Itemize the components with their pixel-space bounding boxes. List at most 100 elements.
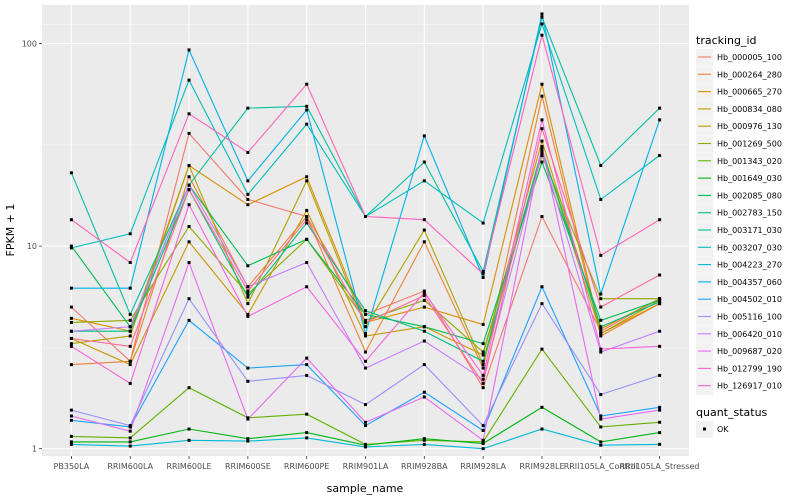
data-point: [128, 286, 132, 290]
data-point: [540, 150, 544, 154]
data-point: [246, 439, 250, 443]
legend-label: Hb_000834_080: [717, 105, 782, 114]
data-point: [364, 443, 367, 447]
data-point: [658, 420, 662, 424]
data-point: [246, 302, 250, 306]
data-point: [128, 325, 132, 329]
data-point: [128, 363, 132, 367]
data-point: [658, 106, 662, 110]
data-point: [540, 154, 544, 158]
data-point: [69, 286, 73, 290]
data-point: [246, 203, 250, 207]
data-point: [128, 359, 132, 363]
data-point: [599, 292, 603, 296]
data-point: [364, 325, 367, 329]
data-point: [481, 350, 485, 354]
data-point: [69, 336, 73, 340]
data-point: [481, 221, 485, 225]
data-point: [422, 228, 426, 232]
data-point: [599, 318, 603, 322]
data-point: [481, 363, 485, 367]
legend-label: Hb_001649_030: [717, 174, 782, 183]
data-point: [364, 318, 367, 322]
status-key-point: [703, 427, 706, 431]
data-point: [599, 253, 603, 257]
data-point: [364, 366, 367, 370]
data-point: [540, 82, 544, 86]
data-point: [187, 203, 191, 207]
data-point: [305, 261, 309, 265]
data-point: [187, 261, 191, 265]
data-point: [187, 78, 191, 82]
data-point: [540, 145, 544, 149]
data-point: [69, 408, 73, 412]
data-point: [128, 424, 132, 428]
data-point: [540, 94, 544, 98]
y-tick-label: 10: [27, 242, 37, 251]
data-point: [422, 329, 426, 333]
data-point: [422, 160, 426, 164]
data-point: [481, 424, 485, 428]
x-tick-label: RRIM600PE: [284, 462, 330, 471]
data-point: [128, 440, 132, 444]
status-legend-label: OK: [717, 425, 729, 434]
data-point: [658, 405, 662, 409]
data-point: [187, 297, 191, 301]
data-point: [422, 395, 426, 399]
data-point: [187, 188, 191, 192]
data-point: [305, 373, 309, 377]
data-point: [540, 118, 544, 122]
data-point: [128, 261, 132, 265]
data-point: [599, 197, 603, 201]
data-point: [481, 353, 485, 357]
data-point: [599, 393, 603, 397]
data-point: [599, 425, 603, 429]
data-point: [364, 215, 367, 219]
data-point: [364, 359, 367, 363]
data-point: [599, 334, 603, 338]
data-point: [69, 363, 73, 367]
data-point: [69, 414, 73, 418]
data-point: [364, 350, 367, 354]
y-tick-label: 100: [22, 40, 37, 49]
data-point: [540, 12, 544, 16]
data-point: [305, 431, 309, 435]
data-point: [69, 440, 73, 444]
data-point: [599, 297, 603, 301]
data-point: [481, 366, 485, 370]
data-point: [658, 300, 662, 304]
data-point: [658, 373, 662, 377]
data-point: [305, 221, 309, 225]
x-tick-label: RRIM928LA: [460, 462, 506, 471]
data-point: [128, 344, 132, 348]
data-point: [246, 366, 250, 370]
data-point: [69, 171, 73, 175]
data-point: [481, 272, 485, 276]
data-point: [246, 314, 250, 318]
data-point: [422, 240, 426, 244]
data-point: [305, 108, 309, 112]
data-point: [481, 442, 485, 446]
data-point: [187, 164, 191, 168]
data-point: [246, 292, 250, 296]
data-point: [69, 442, 73, 446]
data-point: [422, 339, 426, 343]
data-point: [246, 295, 250, 299]
data-point: [599, 350, 603, 354]
x-tick-label: RRIM928BA: [401, 462, 448, 471]
data-point: [246, 379, 250, 383]
data-point: [69, 434, 73, 438]
data-point: [481, 386, 485, 390]
legend-label: Hb_003171_030: [717, 226, 782, 235]
data-point: [128, 436, 132, 440]
data-point: [658, 329, 662, 333]
data-point: [481, 373, 485, 377]
data-point: [69, 344, 73, 348]
data-point: [540, 285, 544, 289]
data-point: [364, 445, 367, 449]
data-point: [422, 134, 426, 138]
data-point: [599, 325, 603, 329]
data-point: [187, 183, 191, 187]
data-point: [305, 436, 309, 440]
data-point: [128, 429, 132, 433]
